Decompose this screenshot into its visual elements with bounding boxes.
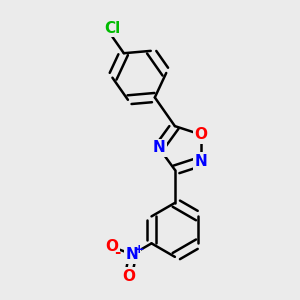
Text: -: - bbox=[115, 245, 121, 260]
Text: N: N bbox=[126, 247, 139, 262]
Text: O: O bbox=[122, 268, 135, 284]
Text: Cl: Cl bbox=[104, 21, 121, 36]
Text: O: O bbox=[105, 239, 118, 254]
Text: N: N bbox=[153, 140, 165, 155]
Text: O: O bbox=[194, 127, 207, 142]
Text: N: N bbox=[194, 154, 207, 169]
Text: +: + bbox=[133, 243, 144, 256]
